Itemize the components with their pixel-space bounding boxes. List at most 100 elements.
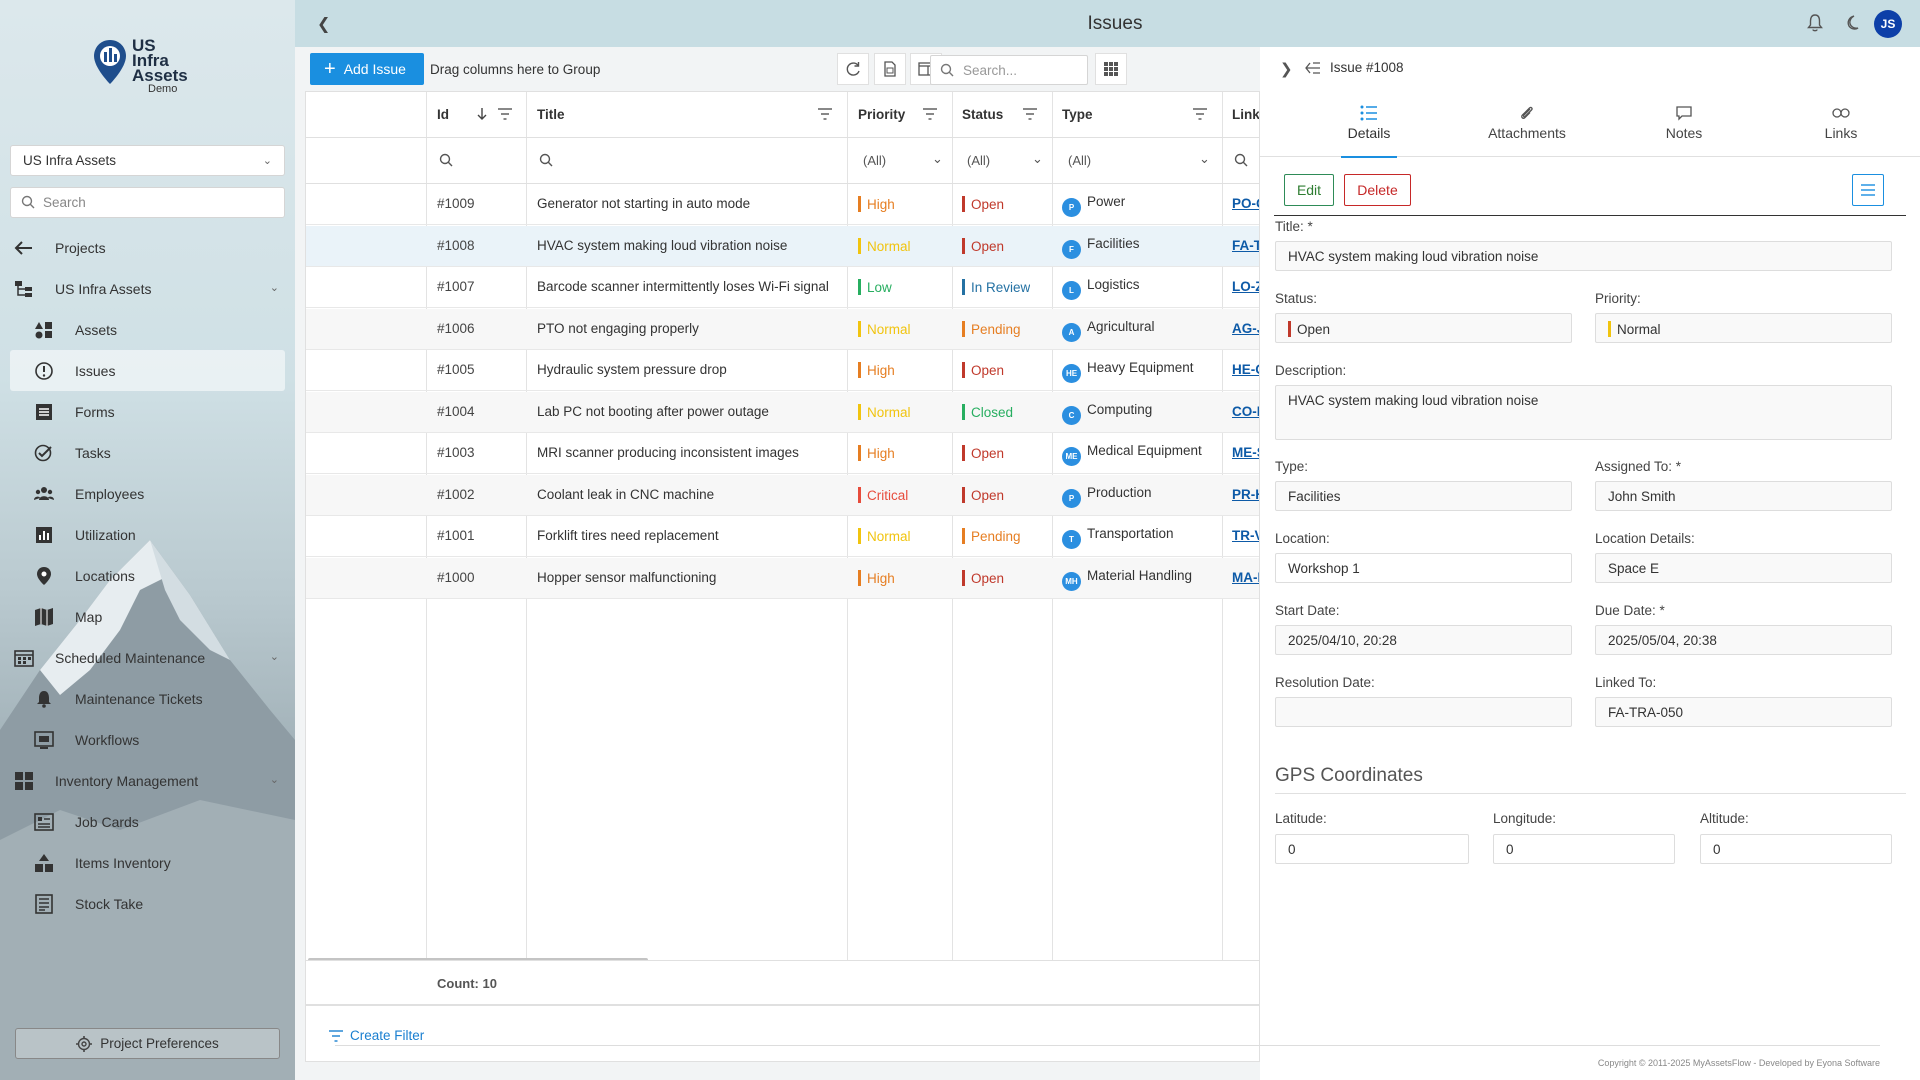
table-row[interactable]: #1003 MRI scanner producing inconsistent … xyxy=(306,433,1259,474)
status-field[interactable]: Open xyxy=(1275,313,1572,343)
chevron-down-icon[interactable]: ⌄ xyxy=(1032,151,1043,166)
notification-bell-icon[interactable] xyxy=(1807,14,1823,32)
column-header-title[interactable]: Title xyxy=(537,107,565,122)
linked-asset-link[interactable]: AG-JOH xyxy=(1232,320,1259,336)
user-avatar[interactable]: JS xyxy=(1874,10,1902,38)
sort-down-icon[interactable] xyxy=(476,107,488,121)
search-icon[interactable] xyxy=(1234,153,1248,167)
linked-asset-link[interactable]: HE-CAT xyxy=(1232,362,1259,377)
filter-lines-icon[interactable] xyxy=(498,108,512,120)
linked-asset-link[interactable]: MA-KOM xyxy=(1232,569,1259,585)
export-button[interactable] xyxy=(874,53,906,85)
column-header-status[interactable]: Status xyxy=(962,107,1004,122)
chevron-down-icon[interactable]: ⌄ xyxy=(932,151,943,166)
filter-lines-icon[interactable] xyxy=(1023,108,1037,120)
project-preferences-button[interactable]: Project Preferences xyxy=(15,1028,280,1059)
description-field[interactable]: HVAC system making loud vibration noise xyxy=(1275,385,1892,440)
type-filter-value[interactable]: (All) xyxy=(1068,153,1092,168)
sidebar-item-locations[interactable]: Locations xyxy=(10,555,285,596)
column-header-type[interactable]: Type xyxy=(1062,107,1093,122)
priority-filter-value[interactable]: (All) xyxy=(863,153,887,168)
create-filter-link[interactable]: Create Filter xyxy=(350,1028,425,1043)
search-icon[interactable] xyxy=(439,153,453,167)
latitude-field[interactable]: 0 xyxy=(1275,834,1469,864)
altitude-field[interactable]: 0 xyxy=(1700,834,1892,864)
tab-links[interactable]: Links xyxy=(1761,97,1920,157)
sidebar-item-scheduled-maintenance[interactable]: Scheduled Maintenance ⌄ xyxy=(10,637,285,678)
sidebar-item-us-infra-assets[interactable]: US Infra Assets ⌄ xyxy=(10,268,285,309)
sidebar-item-tasks[interactable]: Tasks xyxy=(10,432,285,473)
linked-asset-link[interactable]: PR-HAA xyxy=(1232,486,1259,502)
refresh-button[interactable] xyxy=(837,53,869,85)
priority-field[interactable]: Normal xyxy=(1595,313,1892,343)
title-field[interactable]: HVAC system making loud vibration noise xyxy=(1275,241,1892,271)
sidebar-item-job-cards[interactable]: Job Cards xyxy=(10,801,285,842)
delete-button[interactable]: Delete xyxy=(1344,174,1411,206)
tab-notes[interactable]: Notes xyxy=(1604,97,1764,157)
horizontal-scrollbar[interactable] xyxy=(308,958,648,960)
chevron-down-icon[interactable]: ⌄ xyxy=(1199,151,1210,166)
tab-details[interactable]: Details xyxy=(1289,97,1449,158)
linked-asset-link[interactable]: CO-DEL xyxy=(1232,403,1259,419)
more-menu-button[interactable] xyxy=(1852,174,1884,206)
table-row[interactable]: #1005 Hydraulic system pressure drop High O… xyxy=(306,350,1259,391)
table-row[interactable]: #1009 Generator not starting in auto mode… xyxy=(306,184,1259,225)
sidebar-item-forms[interactable]: Forms xyxy=(10,391,285,432)
tab-attachments[interactable]: Attachments xyxy=(1447,97,1607,157)
sidebar-item-projects[interactable]: Projects xyxy=(10,227,285,268)
linked-asset-link[interactable]: TR-VOL xyxy=(1232,528,1259,543)
longitude-field[interactable]: 0 xyxy=(1493,834,1675,864)
status-filter-value[interactable]: (All) xyxy=(967,153,991,168)
sidebar-search-input[interactable]: Search xyxy=(10,187,285,218)
grid-search-input[interactable]: Search... xyxy=(930,55,1088,85)
location-field[interactable]: Workshop 1 xyxy=(1275,553,1572,583)
location-details-field[interactable]: Space E xyxy=(1595,553,1892,583)
edit-button[interactable]: Edit xyxy=(1284,174,1334,206)
table-row[interactable]: #1000 Hopper sensor malfunctioning High Ope… xyxy=(306,557,1259,599)
table-row[interactable]: #1004 Lab PC not booting after power outa… xyxy=(306,391,1259,433)
filter-lines-icon[interactable] xyxy=(923,108,937,120)
sidebar-item-assets[interactable]: Assets xyxy=(10,309,285,350)
filter-lines-icon[interactable] xyxy=(1193,108,1207,120)
chevron-down-icon[interactable]: ⌄ xyxy=(269,774,279,786)
type-field[interactable]: Facilities xyxy=(1275,481,1572,511)
layout-grid-button[interactable] xyxy=(1095,53,1127,85)
linked-asset-link[interactable]: ME-SIE xyxy=(1232,445,1259,460)
table-row[interactable]: #1006 PTO not engaging properly Normal Pend… xyxy=(306,308,1259,350)
chevron-right-icon[interactable]: ❯ xyxy=(1280,61,1293,78)
sidebar-item-map[interactable]: Map xyxy=(10,596,285,637)
chevron-down-icon[interactable]: ⌄ xyxy=(269,651,279,663)
assigned-to-field[interactable]: John Smith xyxy=(1595,481,1892,511)
moon-icon[interactable] xyxy=(1843,14,1859,32)
search-icon[interactable] xyxy=(539,153,553,167)
resolution-date-field[interactable] xyxy=(1275,697,1572,727)
linked-to-field[interactable]: FA-TRA-050 xyxy=(1595,697,1892,727)
linked-asset-link[interactable]: LO-ZEB xyxy=(1232,279,1259,294)
column-header-priority[interactable]: Priority xyxy=(858,107,906,122)
start-date-field[interactable]: 2025/04/10, 20:28 xyxy=(1275,625,1572,655)
sidebar-item-workflows[interactable]: Workflows xyxy=(10,719,285,760)
filter-lines-icon[interactable] xyxy=(818,108,832,120)
column-header-id[interactable]: Id xyxy=(437,107,449,122)
app-logo[interactable]: US Infra Assets Demo xyxy=(92,37,188,95)
project-select[interactable]: US Infra Assets ⌄ xyxy=(10,145,285,176)
sidebar-item-items-inventory[interactable]: Items Inventory xyxy=(10,842,285,883)
add-issue-button[interactable]: + Add Issue xyxy=(310,53,424,85)
column-header-links[interactable]: Links xyxy=(1232,107,1260,122)
sidebar-item-employees[interactable]: Employees xyxy=(10,473,285,514)
chevron-left-icon[interactable]: ❮ xyxy=(317,16,331,33)
sidebar-item-utilization[interactable]: Utilization xyxy=(10,514,285,555)
sidebar-item-inventory-management[interactable]: Inventory Management ⌄ xyxy=(10,760,285,801)
chevron-down-icon[interactable]: ⌄ xyxy=(269,282,279,294)
linked-asset-link[interactable]: FA-TRA xyxy=(1232,237,1259,253)
sidebar-item-stock-take[interactable]: Stock Take xyxy=(10,883,285,924)
due-date-field[interactable]: 2025/05/04, 20:38 xyxy=(1595,625,1892,655)
table-row[interactable]: #1008 HVAC system making loud vibration n… xyxy=(306,225,1259,267)
sidebar-item-maintenance-tickets[interactable]: Maintenance Tickets xyxy=(10,678,285,719)
table-row[interactable]: #1007 Barcode scanner intermittently lose… xyxy=(306,267,1259,308)
table-row[interactable]: #1002 Coolant leak in CNC machine Critical… xyxy=(306,474,1259,516)
filter-icon[interactable] xyxy=(329,1030,343,1042)
collapse-panel-icon[interactable] xyxy=(1305,62,1321,74)
sidebar-item-issues[interactable]: Issues xyxy=(10,350,285,391)
table-row[interactable]: #1001 Forklift tires need replacement Norm… xyxy=(306,516,1259,557)
